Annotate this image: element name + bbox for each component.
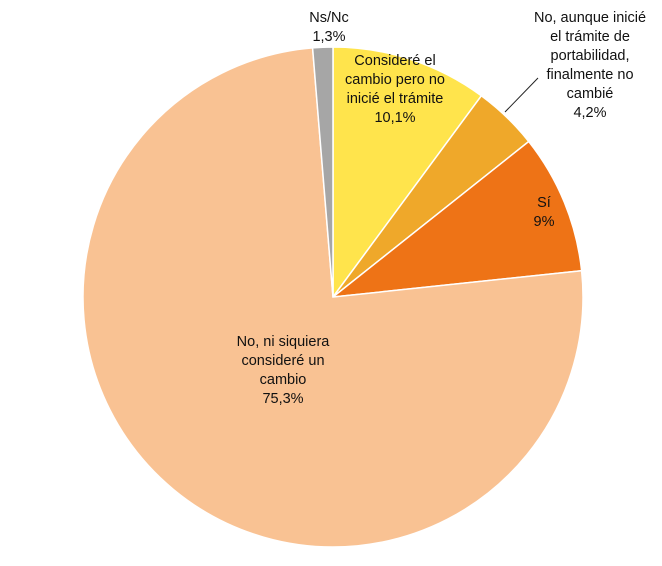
data-label-line: No, ni siquiera [237, 334, 331, 350]
data-label-line: 4,2% [573, 105, 606, 121]
data-label-line: Ns/Nc [309, 10, 348, 26]
data-label-line: finalmente no [546, 67, 633, 83]
data-label-line: portabilidad, [551, 48, 630, 64]
data-label-line: 1,3% [312, 29, 345, 45]
data-label-line: cambio pero no [345, 72, 445, 88]
data-label-line: Consideré el [354, 53, 435, 69]
data-label-line: 10,1% [374, 110, 415, 126]
data-label-line: 9% [534, 214, 555, 230]
data-label-not-considered: No, ni siquiera consideré un cambio 75,3% [237, 334, 331, 407]
data-label-line: No, aunque inicié [534, 10, 646, 26]
data-label-considered-change: Consideré el cambio pero no inicié el trám… [345, 53, 445, 126]
pie-slice-not-considered [82, 47, 584, 548]
data-label-line: 75,3% [262, 391, 303, 407]
data-label-yes: Sí 9% [534, 195, 555, 230]
data-label-ns-nc: Ns/Nc 1,3% [309, 10, 348, 45]
data-label-started-not-changed: No, aunque inicié el trámite de portabilid… [534, 10, 646, 121]
data-label-line: cambio [260, 372, 307, 388]
pie-slice-considered-change [332, 46, 483, 300]
data-label-line: cambié [567, 86, 614, 102]
data-label-line: Sí [537, 195, 551, 211]
data-label-line: el trámite de [550, 29, 630, 45]
pie-slice-ns-nc [311, 46, 334, 298]
pie-slice-yes [330, 140, 583, 299]
leader-line-started-not-changed [504, 77, 539, 113]
data-label-line: consideré un [241, 353, 324, 369]
data-label-line: inicié el trámite [347, 91, 444, 107]
